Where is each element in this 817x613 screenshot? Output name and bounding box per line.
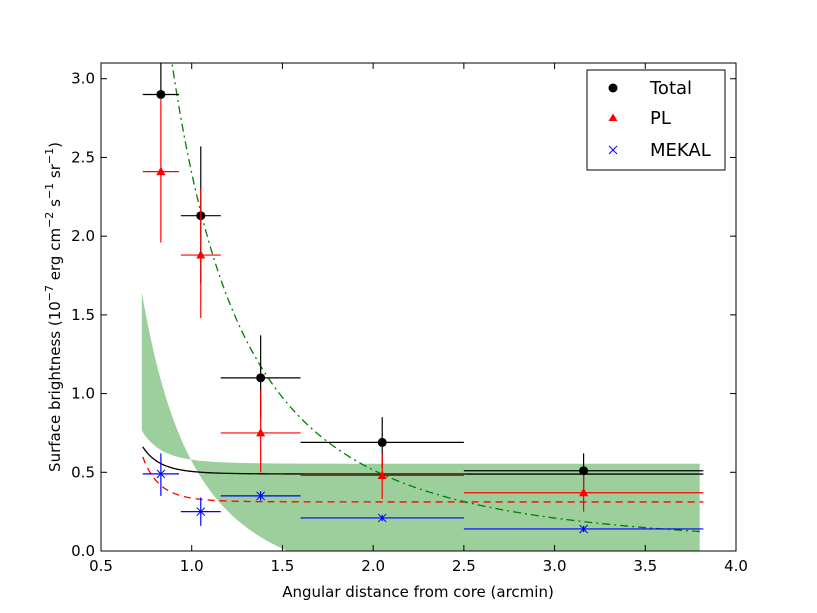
legend-marker-total (608, 83, 618, 93)
data-point-pl-3 (220, 390, 301, 473)
data-point-pl-5 (463, 475, 704, 512)
data-point-pl-1 (142, 99, 180, 243)
marker-x-stroke (579, 524, 588, 534)
plot-frame (100, 62, 737, 552)
tick-layer: 0.5 1.0 1.5 2.0 2.5 3.0 3.5 4.00.00.51.01.52.02… (71, 63, 748, 575)
marker-triangle (196, 250, 206, 259)
legend-marker-mekal (608, 145, 618, 155)
marker-x-stroke (196, 507, 206, 516)
band-layer (141, 292, 700, 551)
data-point-mekal-3 (220, 491, 301, 501)
marker-circle (156, 89, 166, 99)
marker-x-stroke (256, 491, 266, 501)
y-tick-label: 1.0 (71, 385, 95, 403)
marker-circle (377, 437, 387, 447)
legend-label-pl: PL (650, 108, 671, 129)
y-tick-label: 0.5 (71, 463, 95, 481)
data-point-pl-2 (180, 188, 221, 319)
y-tick-label: 3.0 (71, 70, 95, 88)
x-axis-label: Angular distance from core (arcmin) (282, 583, 554, 601)
legend-label-mekal: MEKAL (650, 140, 711, 161)
data-point-mekal-5 (463, 524, 704, 534)
uncertainty-band (141, 292, 700, 551)
total-model-curve (142, 446, 704, 475)
x-tick-label: 2.0 (361, 557, 385, 575)
data-point-mekal-2 (180, 497, 221, 526)
x-tick-label: 1.0 (180, 557, 204, 575)
x-tick-label: 1.5 (270, 557, 294, 575)
y-tick-label: 0.0 (71, 542, 95, 560)
x-tick-label: 2.5 (452, 557, 476, 575)
legend-marker-pl (608, 113, 618, 121)
y-tick-label: 1.5 (71, 306, 95, 324)
point-layer (142, 63, 704, 534)
y-tick-label: 2.0 (71, 227, 95, 245)
mekal-model-curve (171, 63, 704, 533)
x-tick-label: 4.0 (724, 557, 748, 575)
x-tick-label: 3.0 (543, 557, 567, 575)
marker-circle (256, 373, 266, 383)
data-point-total-1 (142, 63, 180, 99)
marker-x-stroke (377, 513, 387, 523)
marker-triangle (156, 166, 166, 176)
pl-model-curve (142, 456, 704, 503)
marker-triangle (377, 470, 387, 479)
y-axis-label: Surface brightness (10−7 erg cm−2 s−1 sr… (43, 142, 64, 472)
x-tick-label: 0.5 (89, 557, 113, 575)
legend-label-total: Total (649, 78, 692, 99)
data-point-mekal-1 (142, 453, 180, 496)
data-point-pl-4 (300, 453, 464, 500)
legend: Total PL MEKAL (586, 69, 726, 171)
x-tick-label: 3.5 (633, 557, 657, 575)
marker-circle (579, 466, 589, 476)
marker-triangle (579, 487, 589, 497)
marker-x-stroke (156, 469, 166, 479)
y-tick-label: 2.5 (71, 148, 95, 166)
data-point-mekal-4 (300, 513, 464, 523)
marker-triangle (256, 427, 266, 437)
curve-layer (142, 63, 704, 533)
